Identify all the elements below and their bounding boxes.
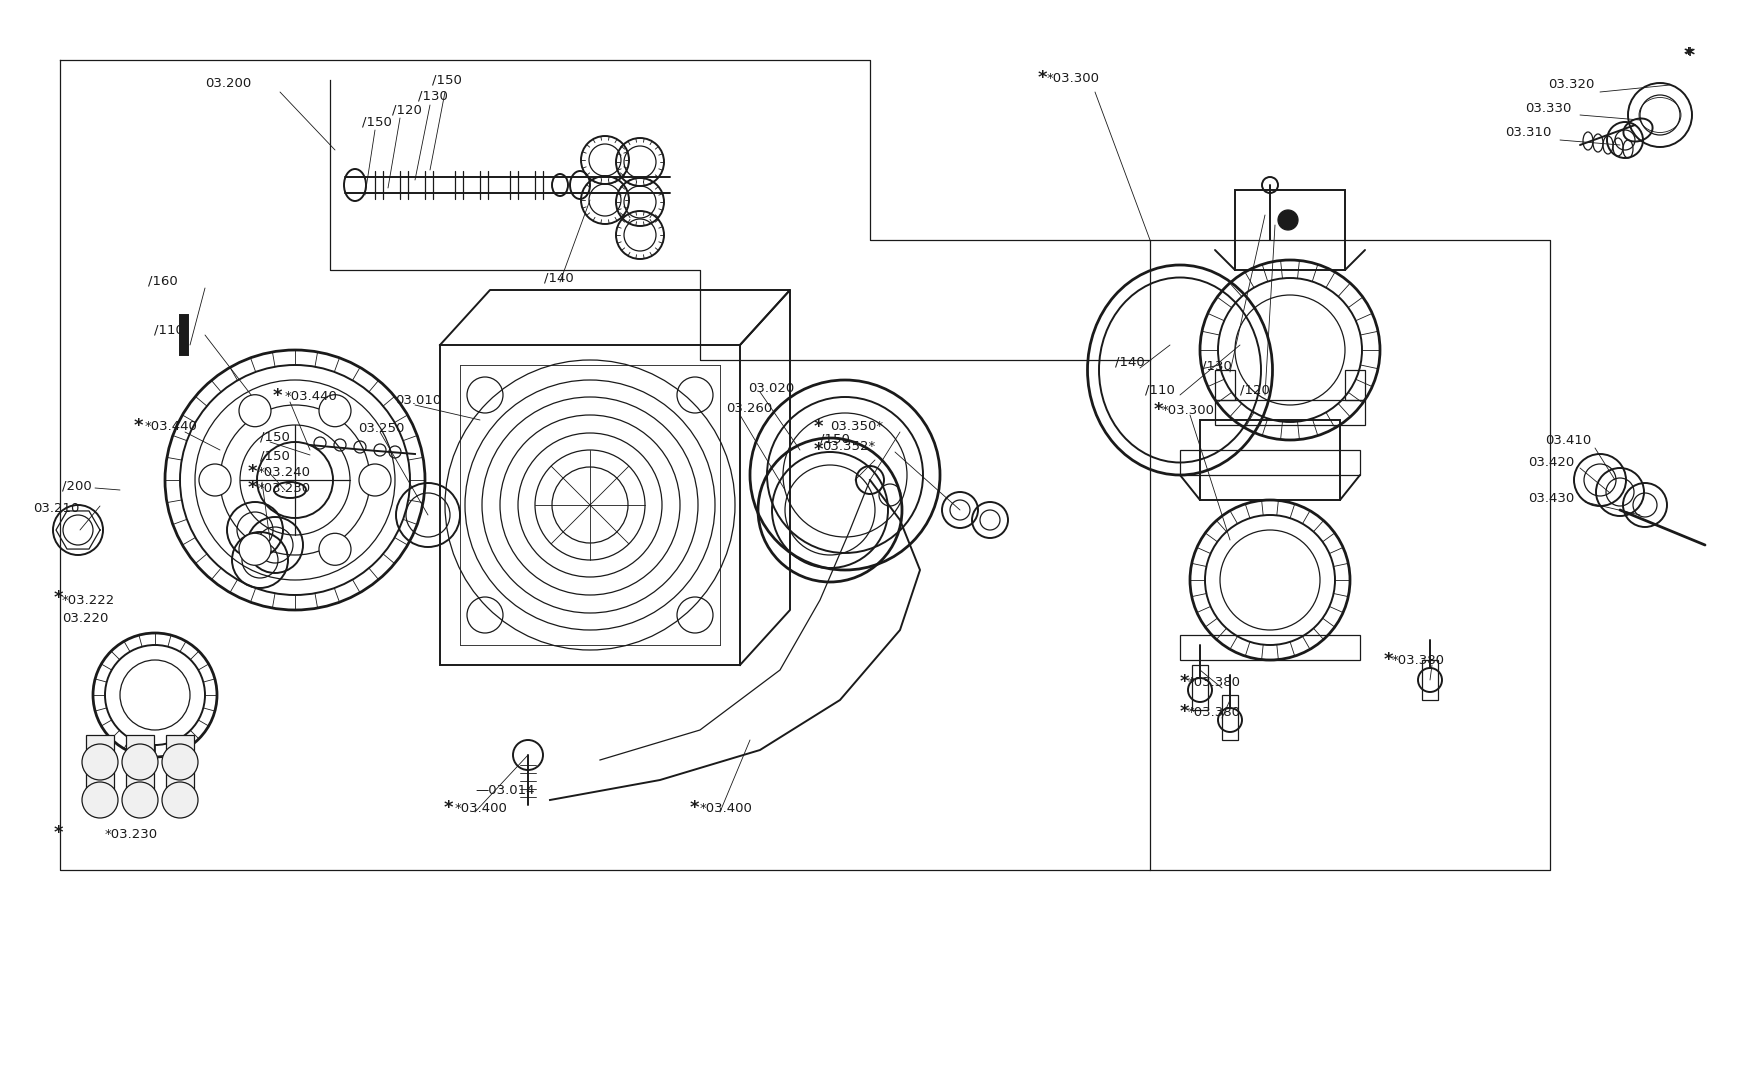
Text: 03.020: 03.020: [748, 382, 793, 395]
Bar: [1344, 370, 1363, 400]
Text: *03.300: *03.300: [1162, 403, 1214, 416]
Bar: [1214, 400, 1363, 425]
Text: *: *: [247, 463, 257, 482]
Text: /140: /140: [1115, 355, 1144, 368]
Bar: [440, 345, 739, 664]
Text: *03.440: *03.440: [144, 419, 198, 432]
Text: /120: /120: [391, 104, 421, 117]
Circle shape: [238, 533, 271, 565]
Text: 03.220: 03.220: [63, 611, 108, 625]
Text: /150: /150: [819, 432, 849, 445]
Bar: [179, 315, 188, 355]
Text: *03.380: *03.380: [1188, 675, 1240, 688]
Text: *03.400: *03.400: [699, 801, 753, 814]
Text: *: *: [54, 588, 63, 607]
Text: *: *: [689, 799, 699, 817]
Bar: [1179, 635, 1360, 660]
Text: *03.240: *03.240: [257, 465, 311, 478]
Text: /150: /150: [362, 116, 391, 128]
Text: *: *: [1683, 46, 1694, 64]
Text: *: *: [1153, 401, 1162, 419]
Bar: [1214, 370, 1235, 400]
Circle shape: [162, 782, 198, 817]
Circle shape: [358, 464, 391, 496]
Text: *: *: [1036, 68, 1047, 87]
Text: 03.420: 03.420: [1527, 456, 1574, 469]
Text: 03.250: 03.250: [358, 422, 403, 434]
Bar: [165, 735, 193, 790]
Text: 03.310: 03.310: [1504, 125, 1551, 138]
Text: /150: /150: [259, 430, 290, 443]
Text: *: *: [271, 387, 282, 406]
Text: *: *: [54, 824, 63, 842]
Text: *03.230: *03.230: [104, 828, 158, 841]
Text: /110: /110: [155, 323, 184, 336]
Circle shape: [82, 782, 118, 817]
Text: *: *: [247, 479, 257, 496]
Text: /110: /110: [1144, 383, 1174, 397]
Circle shape: [198, 464, 231, 496]
Text: *: *: [1682, 46, 1692, 64]
Bar: [1421, 660, 1436, 700]
Text: 03.200: 03.200: [205, 76, 250, 90]
Text: /200: /200: [63, 479, 92, 492]
Text: /130: /130: [417, 90, 447, 103]
Text: /150: /150: [431, 74, 461, 87]
Circle shape: [318, 395, 351, 427]
Text: /150: /150: [259, 449, 290, 462]
Circle shape: [122, 744, 158, 780]
Text: *03.380: *03.380: [1188, 705, 1240, 718]
Text: 03.352*: 03.352*: [821, 441, 875, 454]
Text: *03.222: *03.222: [63, 594, 115, 607]
Text: *: *: [812, 418, 823, 435]
Text: *: *: [443, 799, 452, 817]
Circle shape: [1276, 210, 1297, 230]
Bar: [125, 735, 155, 790]
Text: 03.410: 03.410: [1544, 433, 1591, 446]
Text: *: *: [1179, 673, 1188, 691]
Bar: [1179, 450, 1360, 475]
Text: 03.320: 03.320: [1548, 77, 1593, 91]
Text: *: *: [812, 441, 823, 459]
Text: *03.440: *03.440: [285, 389, 337, 402]
Text: 03.210: 03.210: [33, 502, 80, 515]
Bar: [1191, 664, 1207, 710]
Text: *: *: [1179, 703, 1188, 721]
Text: *03.230: *03.230: [257, 482, 311, 494]
Text: /130: /130: [1202, 360, 1231, 372]
Text: —03.014: —03.014: [475, 783, 534, 796]
Text: /140: /140: [544, 272, 574, 285]
Text: *03.380: *03.380: [1391, 654, 1443, 667]
Circle shape: [318, 533, 351, 565]
Circle shape: [238, 395, 271, 427]
Bar: [1221, 696, 1236, 740]
Text: 03.260: 03.260: [725, 401, 772, 414]
Text: 03.350*: 03.350*: [830, 421, 883, 433]
Text: *03.400: *03.400: [454, 801, 508, 814]
Text: /160: /160: [148, 275, 177, 288]
Bar: [1235, 190, 1344, 270]
Text: 03.010: 03.010: [395, 394, 442, 407]
Text: /120: /120: [1240, 383, 1269, 397]
Text: 03.430: 03.430: [1527, 491, 1574, 504]
Text: *: *: [1383, 651, 1391, 669]
Text: *03.300: *03.300: [1047, 72, 1099, 85]
Text: 03.330: 03.330: [1523, 102, 1570, 114]
Circle shape: [82, 744, 118, 780]
Circle shape: [162, 744, 198, 780]
Bar: [85, 735, 115, 790]
Text: *: *: [134, 417, 143, 435]
Circle shape: [122, 782, 158, 817]
Bar: [1200, 421, 1339, 500]
